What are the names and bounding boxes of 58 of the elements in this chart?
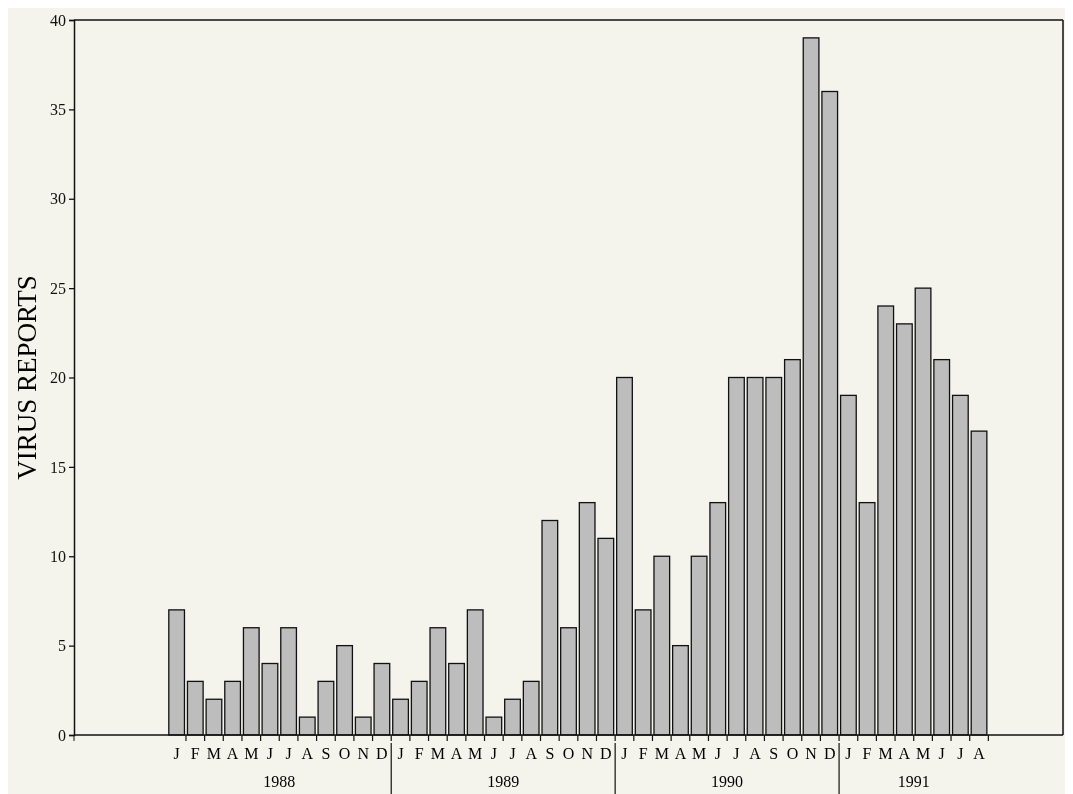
x-tick-label: S xyxy=(321,745,331,762)
x-tick-label: S xyxy=(545,745,555,762)
x-tick-label: J xyxy=(714,745,721,762)
x-tick-label: F xyxy=(638,745,648,762)
x-tick-label: D xyxy=(600,745,612,762)
text: 1990 xyxy=(711,773,744,790)
x-tick-label: A xyxy=(973,745,986,762)
x-tick-label: O xyxy=(786,745,799,762)
x-tick-label: D xyxy=(376,745,388,762)
x-tick-label: J xyxy=(173,745,180,762)
x-tick-label: A xyxy=(450,745,463,762)
x-tick-label: A xyxy=(301,745,314,762)
x-tick-label: N xyxy=(357,745,370,762)
x-tick-label: J xyxy=(266,745,274,762)
x-tick-label: A xyxy=(226,745,239,762)
y-tick-label: 30 xyxy=(50,190,66,208)
x-tick-label: J xyxy=(490,745,497,762)
text: 1989 xyxy=(487,773,520,790)
y-tick-label: 40 xyxy=(50,11,66,29)
x-tick-label: M xyxy=(468,745,483,762)
x-tick-label: N xyxy=(581,745,594,762)
x-tick-label: O xyxy=(562,745,575,762)
x-tick-label: O xyxy=(338,745,351,762)
y-tick-label: 0 xyxy=(58,726,66,744)
x-tick-label: J xyxy=(397,745,404,762)
x-tick-label: F xyxy=(414,745,424,762)
x-tick-label: M xyxy=(206,745,222,762)
x-tick-label: M xyxy=(692,745,707,762)
x-tick-label: A xyxy=(749,745,762,762)
x-tick-label: M xyxy=(430,745,445,762)
x-tick-label: A xyxy=(525,745,538,762)
y-tick-label: 10 xyxy=(50,547,66,565)
y-tick-label: 20 xyxy=(50,369,66,387)
y-tick-label: 5 xyxy=(58,637,66,655)
y-axis-title: VIRUS REPORTS xyxy=(12,275,42,480)
x-tick-label: D xyxy=(823,745,836,762)
x-tick-label: A xyxy=(898,745,911,762)
x-tick-label: M xyxy=(244,745,259,762)
x-tick-label: J xyxy=(621,745,628,762)
x-tick-label: M xyxy=(915,745,931,762)
x-tick-label: J xyxy=(509,745,516,762)
x-tick-label: J xyxy=(845,745,852,762)
x-tick-label: S xyxy=(769,745,779,762)
x-tick-label: J xyxy=(733,745,740,762)
x-tick-label: F xyxy=(862,745,872,762)
x-tick-label: A xyxy=(674,745,687,762)
text: 1991 xyxy=(897,773,930,790)
y-tick-label: 25 xyxy=(50,279,66,297)
x-tick-label: N xyxy=(805,745,818,762)
y-tick-label: 35 xyxy=(50,101,66,118)
x-tick-label: M xyxy=(654,745,669,762)
x-tick-label: J xyxy=(285,745,292,762)
text: 1988 xyxy=(263,773,296,790)
y-tick-label: 15 xyxy=(50,458,66,476)
x-tick-label: J xyxy=(957,745,964,762)
x-tick-label: M xyxy=(878,745,893,762)
x-tick-label: J xyxy=(938,745,945,762)
x-tick-label: F xyxy=(190,745,200,762)
